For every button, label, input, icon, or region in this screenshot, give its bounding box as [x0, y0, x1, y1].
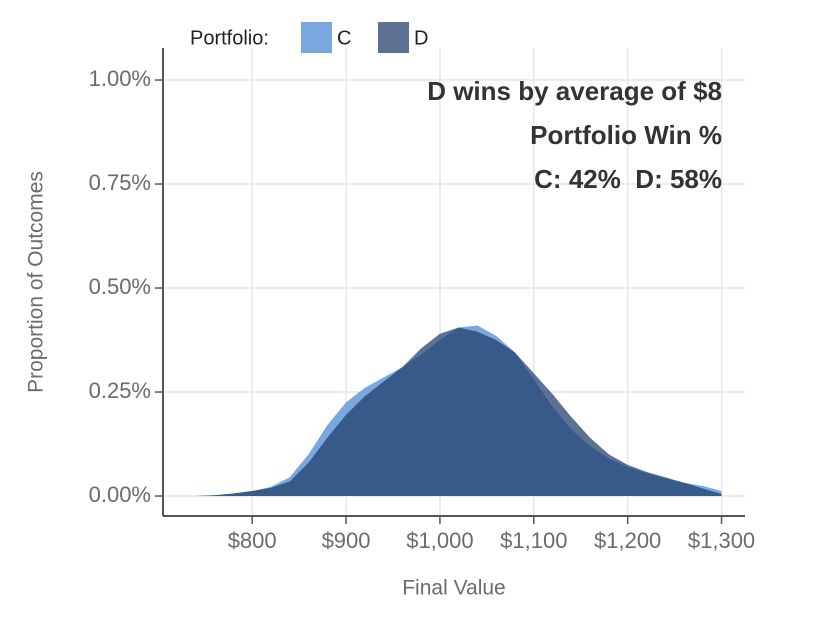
y-tick-label: 0.50%	[89, 274, 151, 299]
x-tick-label: $800	[228, 528, 277, 553]
legend-swatch	[378, 22, 409, 53]
y-tick-label: 1.00%	[89, 66, 151, 91]
annotation: C: 42% D: 58%	[534, 164, 722, 194]
y-axis-title: Proportion of Outcomes	[25, 171, 48, 393]
area	[195, 327, 722, 497]
legend-title: Portfolio:	[190, 27, 269, 49]
x-tick-label: $1,000	[406, 528, 473, 553]
legend-label: C	[337, 27, 351, 49]
foreground: 0.00% 0.25% 0.50% 0.75% 1.00% $800 $900 $1,000 $…	[25, 22, 755, 600]
x-axis-title: Final Value	[402, 577, 506, 600]
annotation: Portfolio Win %	[530, 120, 722, 150]
x-tick-label: $900	[322, 528, 371, 553]
legend-swatch	[301, 22, 332, 53]
plot-area	[195, 325, 722, 497]
annotation: D wins by average of $8	[427, 76, 722, 106]
x-tick-label: $1,200	[594, 528, 661, 553]
grid	[163, 48, 745, 516]
y-tick-label: 0.25%	[89, 378, 151, 403]
x-tick-label: $1,100	[500, 528, 567, 553]
y-tick-label: 0.00%	[89, 482, 151, 507]
y-tick-label: 0.75%	[89, 170, 151, 195]
legend-label: D	[414, 27, 428, 49]
x-tick-label: $1,300	[688, 528, 755, 553]
